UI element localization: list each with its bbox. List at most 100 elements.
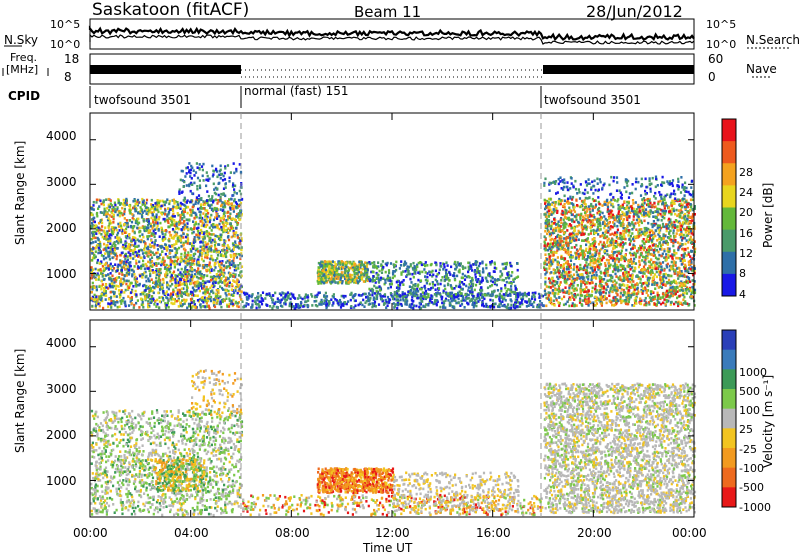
data-cell (159, 235, 161, 238)
data-cell (164, 243, 166, 246)
data-cell (186, 286, 188, 289)
data-cell (202, 305, 204, 308)
data-cell (228, 202, 230, 205)
data-cell (201, 232, 203, 235)
data-cell (246, 293, 248, 296)
data-cell (197, 261, 199, 264)
data-cell (217, 289, 219, 292)
data-cell (373, 297, 375, 300)
data-cell (383, 303, 385, 306)
data-cell (110, 203, 112, 206)
data-cell (424, 265, 426, 268)
data-cell (369, 303, 371, 306)
data-cell (209, 227, 211, 230)
data-cell (184, 291, 186, 294)
data-cell (110, 291, 112, 294)
data-cell (187, 251, 189, 254)
data-cell (168, 268, 170, 271)
data-cell (223, 211, 225, 214)
data-cell (179, 207, 181, 210)
data-cell (123, 261, 125, 264)
data-cell (140, 298, 142, 301)
data-cell (344, 301, 346, 304)
data-cell (425, 279, 427, 282)
data-cell (234, 240, 236, 243)
data-cell (373, 285, 375, 288)
data-cell (194, 294, 196, 297)
data-cell (469, 267, 471, 270)
data-cell (102, 236, 104, 239)
data-cell (183, 181, 185, 184)
data-cell (180, 259, 182, 262)
data-cell (110, 306, 112, 309)
data-cell (165, 253, 167, 256)
data-cell (487, 287, 489, 290)
data-cell (128, 304, 130, 307)
data-cell (124, 231, 126, 234)
data-cell (129, 254, 131, 257)
data-cell (113, 281, 115, 284)
data-cell (116, 258, 118, 261)
data-cell (229, 299, 231, 302)
data-cell (233, 257, 235, 260)
data-cell (437, 291, 439, 294)
data-cell (199, 220, 201, 223)
data-cell (167, 299, 169, 302)
data-cell (605, 292, 607, 295)
data-cell (529, 302, 531, 305)
data-cell (478, 270, 480, 273)
data-cell (121, 269, 123, 272)
data-cell (203, 250, 205, 253)
data-cell (127, 295, 129, 298)
data-cell (172, 209, 174, 212)
data-cell (161, 261, 163, 264)
data-cell (339, 281, 341, 284)
data-cell (337, 277, 339, 280)
data-cell (139, 235, 141, 238)
data-cell (325, 273, 327, 276)
data-cell (214, 216, 216, 219)
data-cell (251, 295, 253, 298)
data-cell (493, 306, 495, 309)
data-cell (441, 298, 443, 301)
data-cell (231, 207, 233, 210)
data-cell (116, 236, 118, 239)
data-cell (228, 285, 230, 288)
data-cell (147, 246, 149, 249)
data-cell (492, 299, 494, 302)
data-cell (174, 278, 176, 281)
data-cell (123, 199, 125, 202)
data-cell (206, 257, 208, 260)
data-cell (160, 227, 162, 230)
data-cell (220, 262, 222, 265)
data-cell (211, 195, 213, 198)
data-cell (191, 167, 193, 170)
data-cell (174, 247, 176, 250)
data-cell (210, 266, 212, 269)
data-cell (168, 288, 170, 291)
data-cell (159, 288, 161, 291)
data-cell (318, 266, 320, 269)
data-cell (180, 179, 182, 182)
data-cell (424, 296, 426, 299)
data-cell (113, 218, 115, 221)
data-cell (187, 212, 189, 215)
data-cell (475, 279, 477, 282)
data-cell (512, 291, 514, 294)
data-cell (501, 296, 503, 299)
data-cell (209, 217, 211, 220)
data-cell (452, 299, 454, 302)
data-cell (106, 236, 108, 239)
data-cell (285, 294, 287, 297)
data-cell (280, 294, 282, 297)
data-cell (199, 207, 201, 210)
data-cell (188, 270, 190, 273)
data-cell (339, 273, 341, 276)
data-cell (132, 200, 134, 203)
data-cell (171, 245, 173, 248)
data-cell (464, 275, 466, 278)
data-cell (218, 182, 220, 185)
data-cell (324, 276, 326, 279)
data-cell (489, 305, 491, 308)
data-cell (472, 295, 474, 298)
